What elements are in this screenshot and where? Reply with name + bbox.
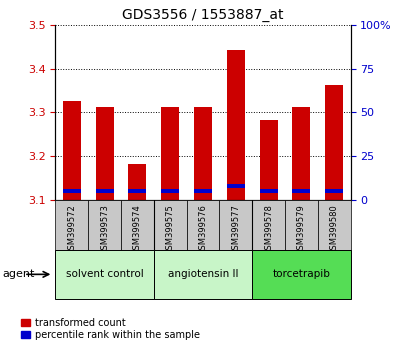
Bar xyxy=(88,200,121,250)
Bar xyxy=(128,164,146,200)
Bar xyxy=(219,200,252,250)
Bar xyxy=(324,189,342,193)
Legend: transformed count, percentile rank within the sample: transformed count, percentile rank withi… xyxy=(21,318,199,340)
Bar xyxy=(226,184,244,188)
Text: GSM399577: GSM399577 xyxy=(231,204,240,255)
Text: solvent control: solvent control xyxy=(65,269,143,279)
Title: GDS3556 / 1553887_at: GDS3556 / 1553887_at xyxy=(122,8,283,22)
Text: torcetrapib: torcetrapib xyxy=(272,269,330,279)
Bar xyxy=(193,107,211,200)
Text: angiotensin II: angiotensin II xyxy=(167,269,238,279)
Bar xyxy=(95,189,113,193)
Bar xyxy=(161,189,179,193)
Bar xyxy=(317,200,350,250)
Bar xyxy=(292,189,310,193)
Bar xyxy=(252,200,284,250)
Bar xyxy=(128,189,146,193)
Bar xyxy=(292,107,310,200)
Text: GSM399576: GSM399576 xyxy=(198,204,207,255)
Text: agent: agent xyxy=(2,269,34,279)
Bar xyxy=(259,120,277,200)
Text: GSM399574: GSM399574 xyxy=(133,204,142,255)
Bar xyxy=(226,50,244,200)
Bar xyxy=(153,200,186,250)
Bar xyxy=(55,200,88,250)
Bar xyxy=(121,200,153,250)
Bar xyxy=(161,107,179,200)
Bar xyxy=(324,85,342,200)
Bar xyxy=(55,250,153,299)
Bar xyxy=(252,250,350,299)
Bar xyxy=(284,200,317,250)
Text: GSM399578: GSM399578 xyxy=(263,204,272,255)
Bar xyxy=(63,189,81,193)
Bar xyxy=(153,250,252,299)
Bar xyxy=(193,189,211,193)
Text: GSM399579: GSM399579 xyxy=(296,204,305,255)
Text: GSM399575: GSM399575 xyxy=(165,204,174,255)
Bar xyxy=(259,189,277,193)
Bar xyxy=(186,200,219,250)
Bar xyxy=(95,107,113,200)
Text: GSM399580: GSM399580 xyxy=(329,204,338,255)
Text: GSM399573: GSM399573 xyxy=(100,204,109,255)
Text: GSM399572: GSM399572 xyxy=(67,204,76,255)
Bar xyxy=(63,101,81,200)
